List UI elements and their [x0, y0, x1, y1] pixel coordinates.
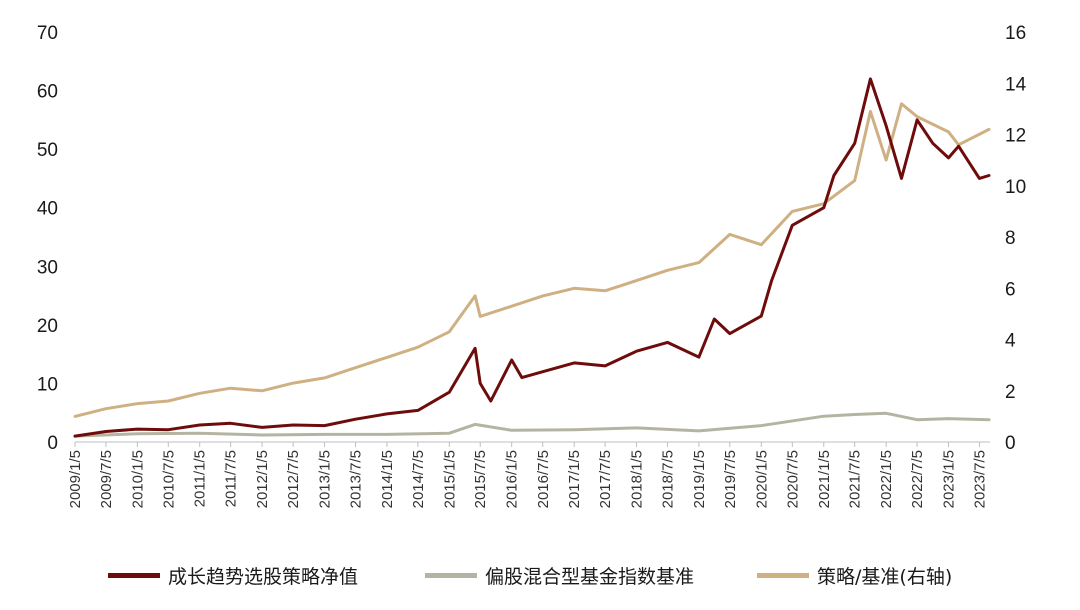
right-y-tick-label: 2: [1005, 382, 1016, 403]
x-tick-label: 2018/1/5: [629, 450, 646, 508]
series-line-ratio: [73, 102, 991, 418]
legend: 成长趋势选股策略净值 偏股混合型基金指数基准 策略/基准(右轴): [0, 562, 1080, 592]
right-y-tick-label: 12: [1005, 126, 1026, 147]
left-y-axis: 0 10 20 30 40 50 60 70: [37, 23, 58, 454]
series-line-strategy-nav: [73, 77, 991, 438]
x-tick-label: 2016/7/5: [535, 450, 552, 508]
legend-item-ratio: 策略/基准(右轴): [757, 562, 952, 589]
left-y-tick-label: 70: [37, 23, 58, 44]
right-y-tick-label: 6: [1005, 279, 1016, 300]
x-tick-label: 2023/7/5: [971, 450, 988, 508]
x-tick-label: 2011/1/5: [192, 450, 209, 507]
x-tick-label: 2017/7/5: [597, 450, 614, 508]
x-tick-label: 2017/1/5: [566, 450, 583, 508]
right-y-tick-label: 4: [1005, 331, 1016, 352]
x-axis: 2009/1/5 2009/7/5 2010/1/5 2010/7/5 2011/1/5…: [67, 442, 988, 508]
x-tick-label: 2023/1/5: [940, 450, 957, 508]
right-y-axis: 0 2 4 6 8 10 12 14 16: [1005, 23, 1027, 454]
x-tick-label: 2012/7/5: [285, 450, 302, 508]
x-tick-label: 2021/7/5: [847, 450, 864, 508]
series-line-benchmark: [73, 411, 991, 438]
legend-label-ratio: 策略/基准(右轴): [817, 566, 953, 588]
right-y-tick-label: 0: [1005, 433, 1016, 454]
x-tick-label: 2015/7/5: [472, 450, 489, 508]
legend-label-strategy-nav: 成长趋势选股策略净值: [168, 566, 359, 588]
left-y-tick-label: 50: [37, 140, 58, 161]
right-y-tick-label: 8: [1005, 228, 1016, 249]
legend-swatch-ratio: [757, 573, 809, 578]
x-tick-label: 2018/7/5: [659, 450, 676, 508]
x-tick-label: 2020/1/5: [753, 450, 770, 508]
x-tick-label: 2022/7/5: [909, 450, 926, 508]
left-y-tick-label: 60: [37, 82, 58, 103]
x-tick-label: 2013/1/5: [317, 450, 334, 508]
x-tick-label: 2010/7/5: [160, 450, 177, 508]
x-tick-label: 2012/1/5: [254, 450, 271, 508]
x-tick-label: 2015/1/5: [441, 450, 458, 508]
x-tick-label: 2010/1/5: [129, 450, 146, 508]
x-tick-label: 2014/7/5: [410, 450, 427, 508]
left-y-tick-label: 30: [37, 257, 58, 278]
x-tick-label: 2009/7/5: [98, 450, 115, 508]
x-tick-label: 2016/1/5: [504, 450, 521, 508]
x-tick-label: 2009/1/5: [67, 450, 84, 508]
x-tick-label: 2020/7/5: [784, 450, 801, 508]
legend-swatch-benchmark: [425, 573, 477, 578]
left-y-tick-label: 20: [37, 316, 58, 337]
right-y-tick-label: 14: [1005, 74, 1027, 95]
x-tick-label: 2011/7/5: [223, 450, 240, 507]
legend-item-benchmark: 偏股混合型基金指数基准: [425, 562, 694, 589]
x-tick-label: 2022/1/5: [878, 450, 895, 508]
legend-label-benchmark: 偏股混合型基金指数基准: [485, 566, 695, 588]
x-tick-label: 2014/1/5: [379, 450, 396, 508]
legend-swatch-strategy-nav: [108, 573, 160, 578]
x-tick-label: 2013/7/5: [348, 450, 365, 508]
left-y-tick-label: 10: [37, 374, 58, 395]
left-y-tick-label: 0: [47, 433, 58, 454]
x-tick-label: 2019/7/5: [722, 450, 739, 508]
right-y-tick-label: 16: [1005, 23, 1026, 44]
plot-area: [73, 77, 991, 438]
x-tick-label: 2019/1/5: [691, 450, 708, 508]
right-y-tick-label: 10: [1005, 177, 1026, 198]
left-y-tick-label: 40: [37, 199, 58, 220]
x-tick-label: 2021/1/5: [816, 450, 833, 508]
legend-item-strategy-nav: 成长趋势选股策略净值: [108, 562, 358, 589]
